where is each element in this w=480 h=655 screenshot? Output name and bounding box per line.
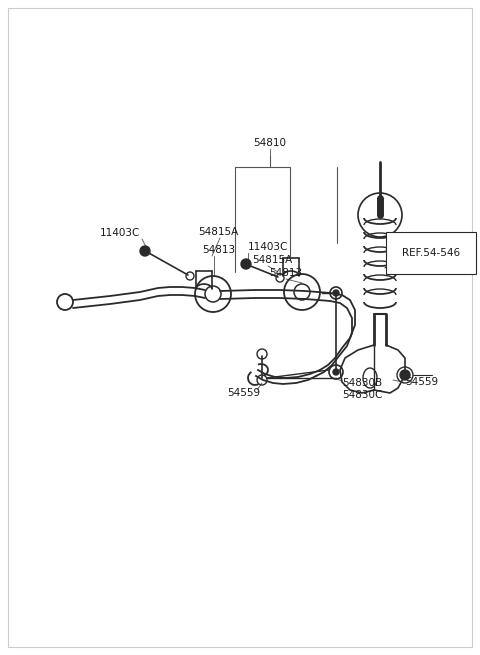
Circle shape xyxy=(140,246,150,256)
Text: REF.54-546: REF.54-546 xyxy=(402,248,460,258)
Text: 54815A: 54815A xyxy=(198,227,238,237)
Text: 54559: 54559 xyxy=(227,388,260,398)
Text: 54810: 54810 xyxy=(253,138,287,148)
Circle shape xyxy=(400,370,410,380)
Text: 54559: 54559 xyxy=(405,377,438,387)
Text: 54813: 54813 xyxy=(269,268,302,278)
Text: 11403C: 11403C xyxy=(248,242,288,252)
Circle shape xyxy=(333,290,339,296)
Text: 54830C: 54830C xyxy=(342,390,383,400)
Text: 11403C: 11403C xyxy=(100,228,140,238)
Text: 54813: 54813 xyxy=(202,245,235,255)
Circle shape xyxy=(241,259,251,269)
Text: 54815A: 54815A xyxy=(252,255,292,265)
Circle shape xyxy=(333,369,339,375)
Text: 54830B: 54830B xyxy=(342,378,382,388)
